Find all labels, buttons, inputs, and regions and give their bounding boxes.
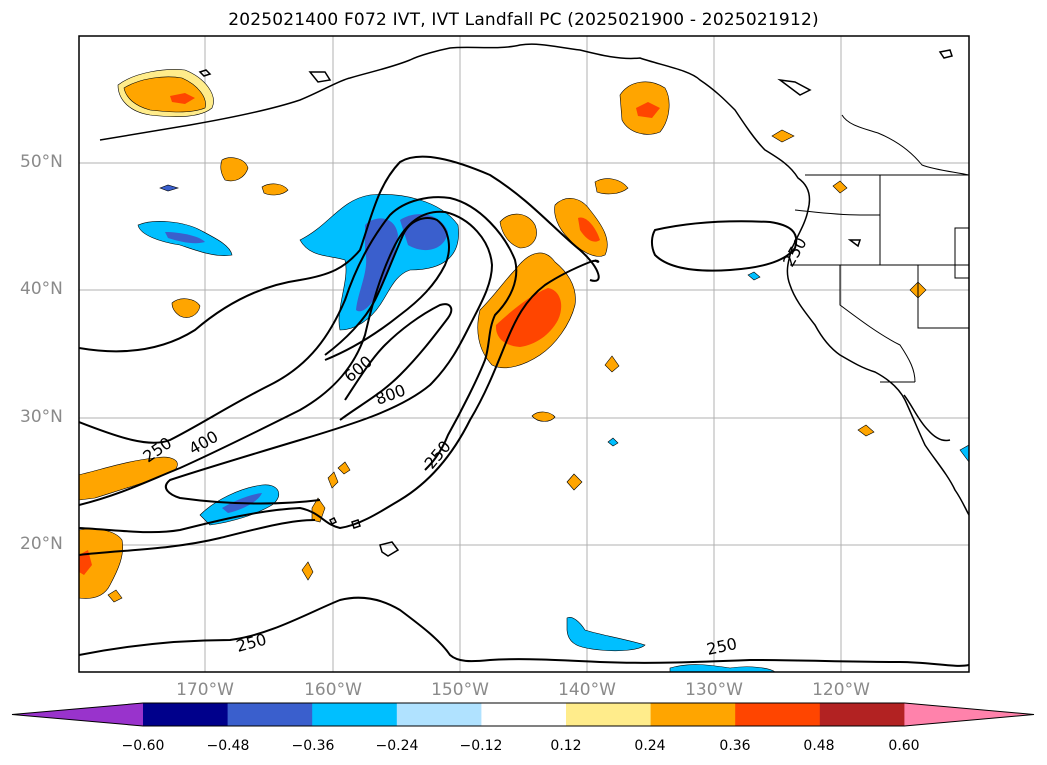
map-plot-area: 250 400 600 800 250 250 250 250: [79, 36, 969, 672]
colorbar-tick: 0.36: [719, 738, 751, 754]
lon-label: 140°W: [558, 680, 616, 700]
colorbar-tick: −0.60: [121, 738, 165, 754]
colorbar-segment: [735, 703, 821, 726]
lon-label: 170°W: [176, 680, 234, 700]
map-frame: [78, 35, 970, 673]
colorbar-segment: [481, 703, 567, 726]
colorbar-segment: [566, 703, 652, 726]
lon-label: 160°W: [304, 680, 362, 700]
lon-label: 120°W: [812, 680, 870, 700]
lat-label: 50°N: [20, 152, 63, 172]
colorbar-extend-low: [12, 703, 143, 726]
colorbar-segment: [650, 703, 736, 726]
colorbar-segment: [819, 703, 905, 726]
negative-anomaly-patches: [137, 184, 969, 672]
lat-label: 20°N: [20, 534, 63, 554]
colorbar-segment: [312, 703, 398, 726]
lon-label: 130°W: [685, 680, 743, 700]
colorbar-tick: −0.48: [206, 738, 250, 754]
lat-label: 30°N: [20, 407, 63, 427]
colorbar: [11, 702, 1035, 727]
lon-label: 150°W: [431, 680, 489, 700]
gridlines: [79, 36, 969, 672]
state-borders: [790, 114, 969, 383]
positive-anomaly-patches: [79, 69, 927, 603]
coastlines: [99, 43, 969, 557]
colorbar-tick: 0.48: [803, 738, 835, 754]
colorbar-segment: [396, 703, 482, 726]
colorbar-tick: 0.60: [888, 738, 920, 754]
colorbar-tick: 0.24: [634, 738, 666, 754]
colorbar-extend-high: [904, 703, 1034, 726]
colorbar-segment: [143, 703, 229, 726]
colorbar-tick: 0.12: [550, 738, 582, 754]
colorbar-segments: [12, 703, 1034, 726]
lat-label: 40°N: [20, 279, 63, 299]
colorbar-tick: −0.24: [375, 738, 419, 754]
ivt-contours: [79, 155, 969, 667]
colorbar-tick: −0.36: [291, 738, 335, 754]
contour-labels: 250 400 600 800 250 250 250 250: [139, 234, 810, 659]
colorbar-tick: −0.12: [459, 738, 503, 754]
colorbar-segment: [227, 703, 313, 726]
map-title: 2025021400 F072 IVT, IVT Landfall PC (20…: [228, 10, 819, 30]
